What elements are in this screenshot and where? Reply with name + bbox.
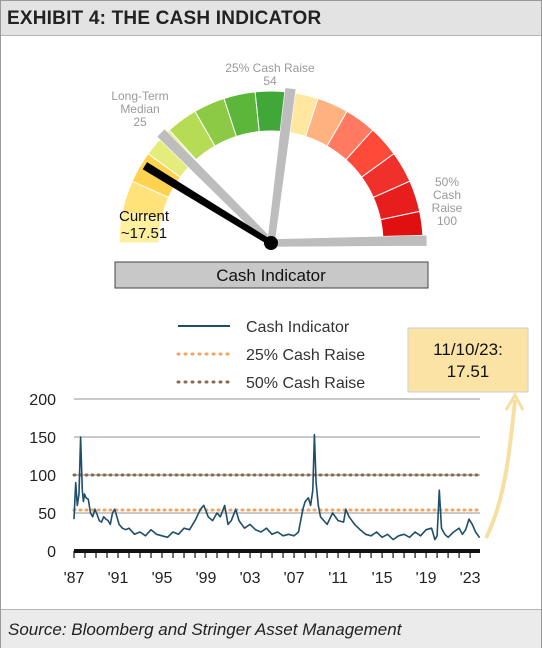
raise50-label: 50% Cash Raise 100: [432, 175, 463, 228]
y-tick-label-0: 0: [47, 544, 56, 561]
x-tick-label-1995: '95: [152, 570, 173, 587]
lbl-median-line-0: Long-Term: [111, 89, 168, 103]
gridlines: [74, 398, 480, 514]
gauge-needle: [142, 162, 273, 246]
lbl-raise25-line-1: 54: [263, 74, 277, 88]
x-tick-label-1991: '91: [108, 570, 129, 587]
y-tick-labels: 0 50 100 150 200: [29, 392, 56, 561]
x-tick-label-2015: '15: [372, 570, 393, 587]
title-bar: EXHIBIT 4: THE CASH INDICATOR: [1, 1, 541, 36]
current-label: Current ~17.51: [119, 208, 170, 242]
lbl-raise50-line-1: Cash: [433, 188, 461, 202]
callout-value: 17.51: [447, 362, 490, 381]
gauge-label-box: [114, 261, 429, 289]
x-tick-labels: '87 '91 '95 '99 '03 '07 '11 '15 '19 '23: [64, 570, 481, 587]
line-chart: 0 50 100 150 200 '87 '91 '95 '99 '03 '07 '11 '15 '19…: [29, 392, 482, 587]
x-tick-label-2023: '23: [460, 570, 481, 587]
median-label: Long-Term Median 25: [111, 89, 168, 129]
lbl-current-line-0: Current: [119, 208, 170, 225]
lbl-median-line-2: 25: [133, 115, 147, 129]
x-tick-label-2011: '11: [328, 570, 348, 587]
lbl-raise50-line-3: 100: [437, 214, 457, 228]
x-tick-marks: [73, 551, 471, 558]
x-tick-label-2007: '07: [284, 570, 305, 587]
legend-label-50-cash-raise: 50% Cash Raise: [246, 375, 365, 392]
callout-box: [407, 327, 529, 393]
gauge-labels: Long-Term Median 25 25% Cash Raise 54 50% Ca…: [111, 61, 462, 242]
callout-arrow: [484, 399, 517, 539]
reference-lines: [72, 473, 482, 512]
legend: Cash Indicator 25% Cash Raise 50% Cash R…: [176, 319, 365, 392]
gauge-label: Cash Indicator: [216, 266, 326, 285]
y-tick-label-200: 200: [29, 392, 56, 409]
lbl-raise50-line-2: Raise: [432, 201, 463, 215]
callout-date: 11/10/23:: [433, 340, 503, 359]
gauge-marker-2: [270, 234, 428, 248]
lbl-raise25-line-0: 25% Cash Raise: [225, 61, 315, 75]
gauge-hub: [264, 236, 278, 250]
series-cash-indicator: [73, 433, 481, 541]
lbl-raise50-line-0: 50%: [435, 175, 459, 189]
x-tick-label-2019: '19: [416, 570, 437, 587]
source-bar: Source: Bloomberg and Stringer Asset Man…: [1, 609, 541, 648]
y-tick-label-150: 150: [29, 430, 56, 447]
x-tick-label-1987: '87: [64, 570, 85, 587]
gauge: [118, 87, 428, 250]
x-tick-label-2003: '03: [240, 570, 261, 587]
source-note: Source: Bloomberg and Stringer Asset Man…: [8, 620, 402, 639]
exhibit-title: EXHIBIT 4: THE CASH INDICATOR: [7, 8, 322, 29]
legend-label-25-cash-raise: 25% Cash Raise: [246, 347, 365, 364]
lbl-median-line-1: Median: [120, 102, 159, 116]
y-tick-label-50: 50: [38, 506, 56, 523]
legend-label-cash-indicator: Cash Indicator: [246, 319, 350, 336]
callout-arrowhead: [504, 391, 525, 411]
lbl-current-line-1: ~17.51: [121, 225, 167, 242]
y-tick-label-100: 100: [29, 468, 56, 485]
x-tick-label-1999: '99: [196, 570, 217, 587]
raise25-label: 25% Cash Raise 54: [225, 61, 315, 88]
